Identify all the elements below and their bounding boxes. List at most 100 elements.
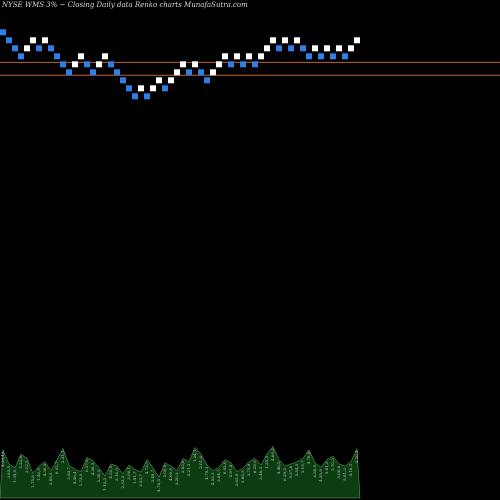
volume-label: 3.05,9 [234, 473, 239, 486]
down-brick [300, 45, 306, 52]
up-brick [156, 77, 162, 84]
volume-label: 5.00,8 [336, 465, 341, 478]
volume-label: 0.52,7 [54, 461, 59, 474]
down-brick [48, 45, 54, 52]
reference-lines [0, 61, 500, 76]
volume-label: 5.15,7 [300, 460, 305, 473]
volume-label: 5.81,3 [324, 461, 329, 474]
down-brick [66, 69, 72, 76]
volume-label: 3.30,5 [96, 469, 101, 482]
volume-label: 6.28,5 [252, 460, 257, 473]
up-brick [348, 45, 354, 52]
volume-label: 3.53,7 [138, 474, 143, 487]
up-brick [96, 61, 102, 68]
up-brick [354, 37, 360, 44]
volume-label: 4.48,5 [276, 461, 281, 474]
up-brick [216, 61, 222, 68]
up-brick [282, 37, 288, 44]
volume-label: 1.12,3 [102, 478, 107, 491]
up-brick [42, 37, 48, 44]
down-brick [114, 69, 120, 76]
volume-label: 6.92,0 [222, 461, 227, 474]
down-brick [306, 53, 312, 60]
up-brick [246, 53, 252, 60]
down-brick [6, 37, 12, 44]
volume-label: 3.00,1 [126, 467, 131, 480]
volume-label: 3.75,9 [246, 463, 251, 476]
down-brick [318, 53, 324, 60]
down-brick [162, 85, 168, 92]
volume-label: 2.33,3 [120, 475, 125, 488]
volume-label: 3.85,5 [48, 472, 53, 485]
down-brick [330, 53, 336, 60]
volume-label: 4.79,3 [204, 467, 209, 480]
down-brick [120, 77, 126, 84]
volume-label: 4.60,5 [270, 448, 275, 461]
up-brick [192, 61, 198, 68]
renko-bricks [0, 29, 360, 100]
chart-title: NYSE WMS 3% ~ Closing Daily data Renko c… [2, 1, 248, 9]
volume-label: 4.53,3 [210, 472, 215, 485]
up-brick [150, 85, 156, 92]
volume-label: 3.22,1 [24, 460, 29, 473]
down-brick [132, 93, 138, 100]
volume-label: 4.48,4 [72, 471, 77, 484]
down-brick [204, 77, 210, 84]
down-brick [228, 61, 234, 68]
up-brick [324, 45, 330, 52]
down-brick [18, 53, 24, 60]
down-brick [54, 53, 60, 60]
volume-label: 2.31,1 [60, 451, 65, 464]
volume-label: 5.23,8 [18, 456, 23, 469]
down-brick [84, 61, 90, 68]
up-brick [24, 45, 30, 52]
volume-label: 3.48,3 [258, 467, 263, 480]
volume-label: 4.32,5 [108, 465, 113, 478]
up-brick [30, 37, 36, 44]
down-brick [0, 29, 6, 36]
down-brick [36, 45, 42, 52]
volume-label: 1.40,5 [36, 468, 41, 481]
volume-label: 0.57,8 [84, 459, 89, 472]
volume-label: 5.57,8 [288, 465, 293, 478]
down-brick [252, 61, 258, 68]
volume-label: 2.83,7 [66, 467, 71, 480]
down-brick [108, 61, 114, 68]
volume-label: 3.20,5 [174, 472, 179, 485]
volume-label: 3.10,5 [114, 468, 119, 481]
volume-label: 3.54,5 [294, 463, 299, 476]
up-brick [258, 53, 264, 60]
up-brick [312, 45, 318, 52]
volume-label: 4.39,49 [0, 451, 5, 467]
volume-label: 5.21,3 [186, 463, 191, 476]
volume-label: 3.00,5 [162, 464, 167, 477]
down-brick [342, 53, 348, 60]
down-brick [144, 93, 150, 100]
up-brick [264, 45, 270, 52]
up-brick [210, 69, 216, 76]
volume-label: 6.88,9 [312, 464, 317, 477]
down-brick [90, 69, 96, 76]
up-brick [180, 61, 186, 68]
volume-label: 4.97,4 [228, 464, 233, 477]
volume-label: 5.70,3 [330, 458, 335, 471]
volume-label: 4.38,5 [90, 462, 95, 475]
volume-label: 4.35,9 [318, 469, 323, 482]
volume-label: 3.84,7 [216, 469, 221, 482]
up-brick [72, 61, 78, 68]
up-brick [168, 77, 174, 84]
volume-label: 4.78,8 [306, 451, 311, 464]
volume-label: 3.48,7 [150, 469, 155, 482]
down-brick [12, 45, 18, 52]
up-brick [174, 69, 180, 76]
up-brick [138, 85, 144, 92]
down-brick [288, 45, 294, 52]
volume-label: 5.81,3 [342, 468, 347, 481]
up-brick [234, 53, 240, 60]
volume-area [0, 445, 361, 499]
up-brick [78, 53, 84, 60]
up-brick [270, 37, 276, 44]
volume-label: 2.01,6 [198, 456, 203, 469]
volume-label: 3.10,4 [354, 450, 359, 463]
volume-label: 2.83,8 [180, 460, 185, 473]
